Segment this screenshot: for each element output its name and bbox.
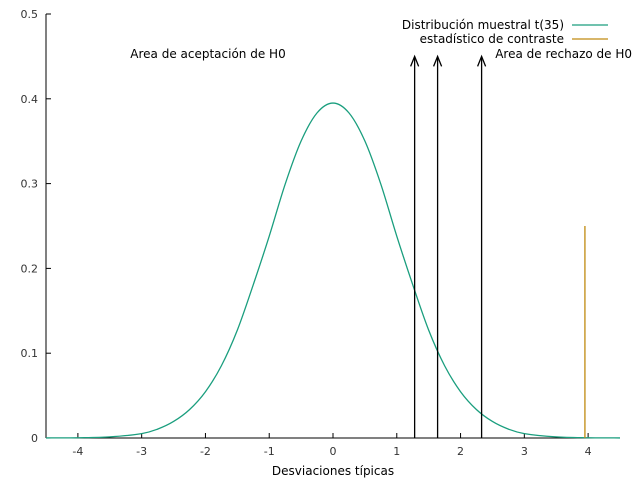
legend-label-t-distribution: Distribución muestral t(35) [402,18,564,32]
axes [45,14,620,439]
x-tick-label: -2 [200,445,211,458]
x-tick-label: -4 [72,445,83,458]
y-tick-label: 0.5 [21,8,39,21]
critical-value-arrowhead [410,54,420,67]
x-tick-label: 3 [521,445,528,458]
series-layer [45,102,621,439]
y-tick-label: 0.2 [21,262,39,275]
legend: Distribución muestral t(35) estadístico … [402,18,608,46]
critical-value-arrowhead [476,54,487,67]
y-tick-label: 0 [31,432,38,445]
y-tick-label: 0.1 [21,347,39,360]
x-tick-label: -3 [136,445,147,458]
x-axis-label: Desviaciones típicas [272,464,394,478]
y-tick-label: 0.4 [21,93,39,106]
critical-value-arrows [410,54,487,438]
series-t-distribution-curve [45,102,621,439]
y-tick-label: 0.3 [21,178,39,191]
annotation-acceptance-area: Area de aceptación de H0 [130,47,285,61]
annotation-rejection-area: Area de rechazo de H0 [495,47,632,61]
x-tick-label: 2 [457,445,464,458]
axis-ticks: -4 -3 -2 -1 0 1 2 3 4 0 0.1 0.2 0.3 0.4 0.5 [21,8,592,458]
x-tick-label: 1 [393,445,400,458]
x-tick-label: -1 [264,445,275,458]
x-tick-label: 4 [585,445,592,458]
legend-label-test-statistic: estadístico de contraste [420,32,564,46]
critical-value-arrowhead [432,54,443,67]
x-tick-label: 0 [330,445,337,458]
